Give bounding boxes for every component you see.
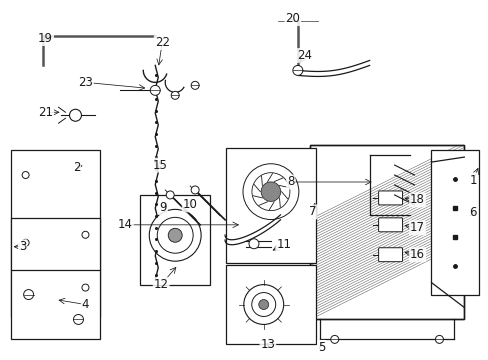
Circle shape [23, 289, 34, 300]
Text: 5: 5 [317, 341, 325, 354]
Circle shape [251, 173, 289, 211]
Text: 20: 20 [285, 12, 300, 25]
Text: 3: 3 [19, 240, 26, 253]
Bar [140, 195, 210, 285]
FancyBboxPatch shape [378, 218, 402, 232]
Circle shape [69, 109, 81, 121]
Text: 19: 19 [38, 32, 53, 45]
Text: 2: 2 [73, 161, 80, 174]
Text: 7: 7 [308, 205, 316, 219]
Circle shape [330, 336, 338, 343]
Circle shape [22, 171, 29, 179]
Circle shape [258, 300, 268, 310]
Text: 17: 17 [409, 221, 424, 234]
Bar [11, 150, 100, 270]
Text: 4: 4 [81, 298, 89, 311]
Circle shape [244, 285, 283, 324]
Circle shape [22, 239, 29, 246]
Text: 24: 24 [297, 49, 312, 62]
Text: 15: 15 [152, 158, 167, 172]
Bar [225, 265, 315, 345]
FancyBboxPatch shape [378, 248, 402, 262]
Bar [430, 150, 478, 294]
Circle shape [292, 66, 302, 75]
Circle shape [191, 186, 199, 194]
Text: 18: 18 [409, 193, 424, 206]
FancyBboxPatch shape [378, 191, 402, 205]
Bar [309, 145, 464, 319]
Circle shape [149, 210, 201, 261]
Circle shape [191, 81, 199, 89]
Bar [309, 145, 464, 319]
Bar [225, 148, 315, 263]
Circle shape [157, 217, 193, 253]
Text: 9: 9 [159, 201, 166, 215]
Text: 21: 21 [38, 106, 53, 119]
Text: 8: 8 [286, 175, 294, 189]
Text: 22: 22 [154, 36, 169, 49]
Text: 6: 6 [468, 206, 476, 219]
Circle shape [251, 293, 275, 316]
Circle shape [171, 91, 179, 99]
Circle shape [243, 164, 298, 220]
Text: 23: 23 [78, 76, 93, 89]
Bar [11, 270, 100, 339]
Text: 11: 11 [276, 238, 291, 251]
Text: 14: 14 [118, 218, 133, 231]
Text: 13: 13 [260, 338, 275, 351]
Circle shape [73, 315, 83, 324]
Circle shape [150, 85, 160, 95]
Circle shape [261, 182, 280, 201]
Circle shape [166, 191, 174, 199]
Circle shape [248, 239, 259, 249]
Circle shape [82, 284, 89, 291]
Text: 16: 16 [409, 248, 424, 261]
Circle shape [435, 336, 443, 343]
Text: 10: 10 [183, 198, 197, 211]
Bar [11, 218, 100, 318]
Text: 12: 12 [153, 278, 168, 291]
Circle shape [82, 231, 89, 238]
Text: 1: 1 [468, 174, 476, 186]
Circle shape [168, 228, 182, 242]
